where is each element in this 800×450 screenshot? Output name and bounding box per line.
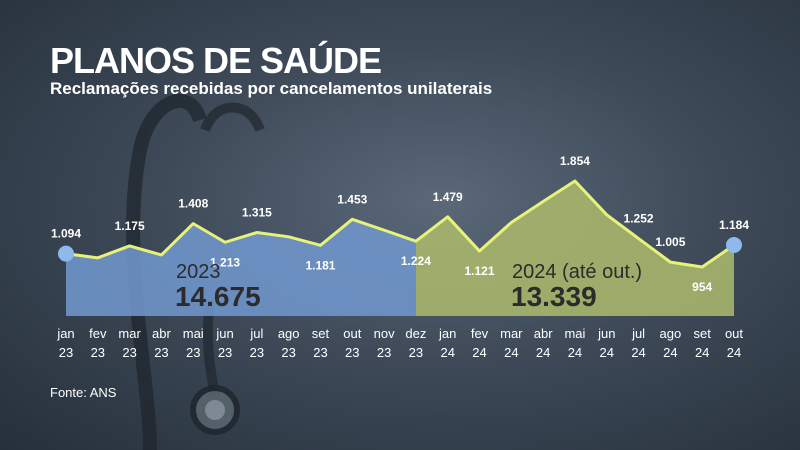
series-line <box>65 179 735 269</box>
x-tick-year: 23 <box>313 345 327 360</box>
data-label: 1.094 <box>51 227 81 241</box>
x-tick-month: jul <box>249 326 263 341</box>
x-tick-year: 24 <box>568 345 582 360</box>
x-tick-month: ago <box>278 326 300 341</box>
endpoint-marker <box>726 237 742 254</box>
data-label: 1.184 <box>719 218 749 232</box>
x-tick-year: 23 <box>377 345 391 360</box>
x-tick-year: 23 <box>250 345 264 360</box>
chart-title: PLANOS DE SAÚDE <box>50 40 382 81</box>
x-tick-month: out <box>725 326 743 341</box>
data-label: 1.315 <box>242 206 272 220</box>
x-tick-month: jan <box>56 326 74 341</box>
x-tick-year: 24 <box>631 345 645 360</box>
x-tick-year: 24 <box>536 345 550 360</box>
data-label: 954 <box>692 280 712 294</box>
x-tick-month: fev <box>471 326 489 341</box>
area-2024 <box>415 181 734 316</box>
x-tick-month: mai <box>564 326 585 341</box>
x-tick-year: 24 <box>727 345 741 360</box>
x-tick-month: abr <box>534 326 553 341</box>
x-tick-year: 24 <box>695 345 709 360</box>
x-tick-year: 23 <box>409 345 423 360</box>
x-tick-month: nov <box>374 326 395 341</box>
x-tick-year: 23 <box>186 345 200 360</box>
area-2023 <box>66 219 416 316</box>
x-tick-year: 23 <box>154 345 168 360</box>
x-tick-month: ago <box>660 326 682 341</box>
x-tick-month: mar <box>118 326 141 341</box>
x-tick-year: 24 <box>663 345 677 360</box>
x-tick-month: set <box>694 326 712 341</box>
x-tick-month: jun <box>215 326 233 341</box>
data-label: 1.479 <box>433 190 463 204</box>
endpoint-marker <box>58 245 74 262</box>
x-tick-month: jun <box>597 326 615 341</box>
x-tick-year: 23 <box>91 345 105 360</box>
data-label: 1.252 <box>624 212 654 226</box>
x-tick-month: set <box>312 326 330 341</box>
source-note: Fonte: ANS <box>50 385 117 400</box>
chart-subtitle: Reclamações recebidas por cancelamentos … <box>50 79 493 98</box>
panel-2023-total: 14.675 <box>175 281 261 312</box>
x-tick-year: 24 <box>440 345 454 360</box>
x-tick-year: 23 <box>122 345 136 360</box>
data-label: 1.121 <box>465 264 495 278</box>
data-label: 1.213 <box>210 255 240 269</box>
x-tick-month: jul <box>631 326 645 341</box>
x-tick-month: out <box>343 326 361 341</box>
x-tick-month: jan <box>438 326 456 341</box>
x-tick-month: abr <box>152 326 171 341</box>
x-tick-year: 23 <box>59 345 73 360</box>
x-tick-year: 23 <box>218 345 232 360</box>
panel-2023-year: 2023 <box>176 261 221 283</box>
panel-2024-total: 13.339 <box>511 281 597 312</box>
panel-2024-year: 2024 (até out.) <box>512 261 642 283</box>
data-label: 1.181 <box>305 258 335 272</box>
x-tick-year: 23 <box>281 345 295 360</box>
x-tick-year: 23 <box>345 345 359 360</box>
data-label: 1.453 <box>337 192 367 206</box>
x-tick-month: fev <box>89 326 107 341</box>
data-label: 1.408 <box>178 197 208 211</box>
x-tick-month: mar <box>500 326 523 341</box>
x-tick-year: 24 <box>504 345 518 360</box>
x-tick-year: 24 <box>600 345 614 360</box>
data-label: 1.854 <box>560 154 590 168</box>
data-label: 1.005 <box>655 235 685 249</box>
x-tick-month: mai <box>183 326 204 341</box>
data-label: 1.224 <box>401 254 431 268</box>
x-tick-year: 24 <box>472 345 486 360</box>
x-tick-month: dez <box>405 326 426 341</box>
data-label: 1.175 <box>115 219 145 233</box>
